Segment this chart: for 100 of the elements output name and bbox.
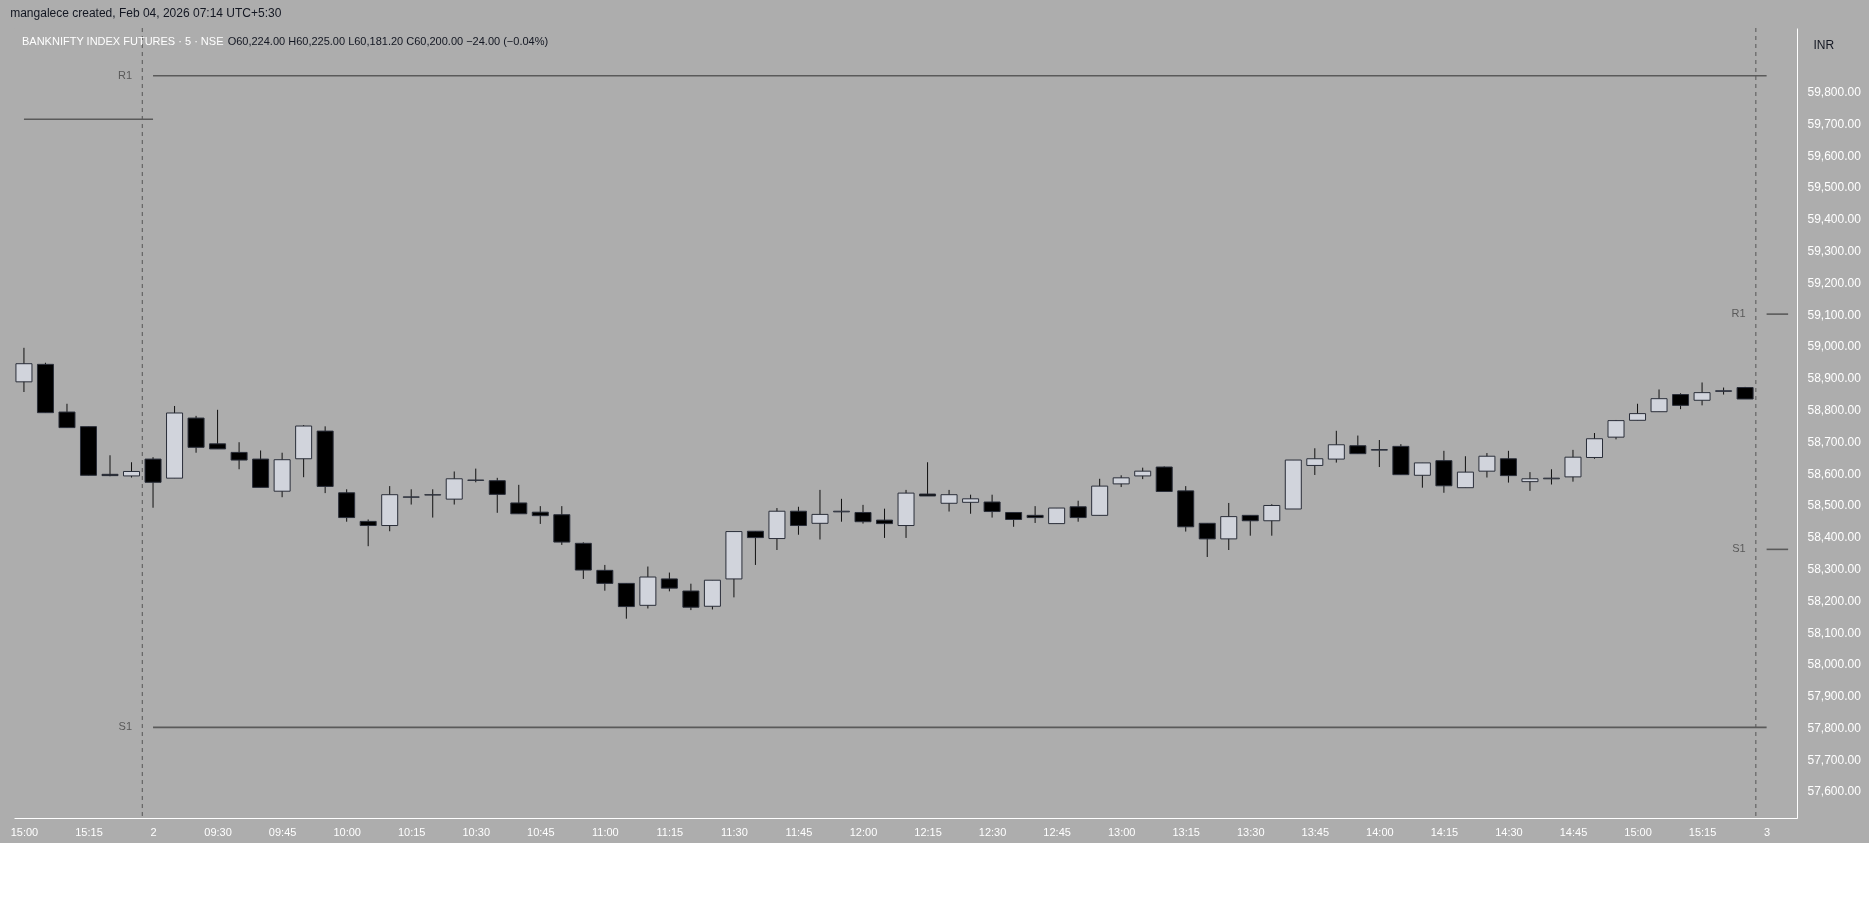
y-tick-label: 59,300.00 [1807,244,1862,259]
y-tick-label: 59,600.00 [1807,148,1862,163]
candlestick [1198,522,1216,558]
candlestick [1650,388,1668,413]
candlestick [811,489,829,541]
x-tick-label: 14:00 [1366,825,1394,838]
candlestick [596,564,614,592]
candlestick [488,477,506,514]
candlestick [854,504,872,525]
candlestick [940,489,958,513]
candlestick [1241,514,1259,537]
y-tick-label: 58,400.00 [1807,530,1862,545]
y-tick-label: 58,200.00 [1807,593,1862,608]
x-tick-label: 11:45 [785,825,813,838]
x-tick-label: 14:15 [1430,825,1459,838]
x-tick-label: 09:30 [204,825,232,838]
candlestick [876,508,894,539]
candlestick [1263,503,1281,537]
candlestick [359,518,377,547]
x-tick-label: 15:00 [10,825,39,838]
y-tick-label: 58,600.00 [1807,466,1862,481]
x-tick-label: 13:15 [1172,825,1200,838]
x-tick-label: 12:45 [1043,825,1071,838]
candlestick [1220,502,1238,551]
candlestick [1499,450,1517,484]
x-tick-label: 11:30 [721,825,748,838]
y-tick-label: 57,600.00 [1807,784,1862,799]
candlestick [1564,449,1582,483]
x-tick-label: 13:00 [1107,825,1136,838]
candlestick [510,484,528,515]
y-tick-label: 58,100.00 [1807,625,1862,640]
candlestick [144,456,162,509]
y-tick-label: 58,500.00 [1807,498,1862,513]
y-tick-label: 59,500.00 [1807,180,1862,195]
x-tick-label: 10:45 [527,825,555,838]
y-tick-label: 59,000.00 [1807,339,1862,354]
x-tick-label: 14:45 [1559,825,1588,838]
series-label: S1 [1732,542,1746,555]
y-tick-label: 59,400.00 [1807,212,1862,227]
y-tick-label: 59,200.00 [1807,275,1862,290]
candlestick [1306,447,1324,476]
candlestick [209,409,227,450]
candlestick [983,494,1001,519]
chart-title: mangalece created, Feb 04, 2026 07:14 UTC+5:30 [10,5,282,20]
candlestick [1478,452,1496,479]
x-tick-label: 14:30 [1495,825,1523,838]
y-tick-label: 59,700.00 [1807,116,1862,131]
x-tick-label: 15:15 [1688,825,1717,838]
candlestick [1327,430,1345,464]
series-label: S1 [118,720,133,733]
candlestick [919,461,937,497]
y-tick-label: 58,000.00 [1807,657,1862,672]
candlestick [445,470,463,506]
y-axis-title: INR [1813,37,1835,52]
y-tick-label: 59,100.00 [1807,307,1862,322]
x-tick-label: 12:15 [914,825,942,838]
candlestick [617,582,635,620]
candlestick [1069,500,1087,523]
x-tick-label: 11:00 [591,825,619,838]
y-tick-label: 58,900.00 [1807,371,1862,386]
candlestick [962,494,980,515]
x-tick-label: 10:00 [333,825,361,838]
x-tick-label: 11:15 [656,825,684,838]
x-tick-label: 15:00 [1624,825,1652,838]
annotation: O60,224.00 H60,225.00 L60,181.20 C60,200.00 −24.00 (−0.04%) [227,35,549,47]
x-tick-label: 3 [1764,825,1771,838]
y-tick-label: 59,800.00 [1807,85,1862,100]
candlestick [424,488,442,519]
candlestick [58,403,76,429]
candlestick [746,530,764,566]
text: BANKNIFTY INDEX FUTURES · 5 · NSE [22,35,224,47]
y-tick-label: 58,300.00 [1807,561,1862,576]
candlestick [1413,462,1431,489]
candlestick [230,441,248,470]
candlestick [1521,471,1539,492]
x-tick-label: 15:15 [75,825,103,838]
series-label: R1 [117,68,133,81]
y-tick-label: 58,800.00 [1807,402,1862,417]
candlestick [1370,439,1388,468]
x-tick-label: 12:30 [978,825,1007,838]
x-tick-label: 13:30 [1237,825,1265,838]
candlestick [1585,432,1603,460]
candlestick [660,572,678,592]
candlestick [402,488,420,506]
x-tick-label: 10:15 [397,825,426,838]
series-label: R1 [1731,307,1746,320]
candlestick [1456,455,1474,489]
candlestick [682,583,700,611]
y-tick-label: 57,900.00 [1807,689,1862,704]
y-tick-label: 58,700.00 [1807,434,1862,449]
x-tick-label: 13:45 [1301,825,1330,838]
candlestick [789,506,807,536]
candlestick [1693,381,1711,406]
x-tick-label: 2 [150,825,157,838]
candlestick [1349,435,1367,455]
candlestick [1026,505,1044,524]
y-tick-label: 57,800.00 [1807,720,1862,735]
candlestick [15,347,33,393]
x-tick-label: 12:00 [849,825,878,838]
x-tick-label: 10:30 [462,825,491,838]
